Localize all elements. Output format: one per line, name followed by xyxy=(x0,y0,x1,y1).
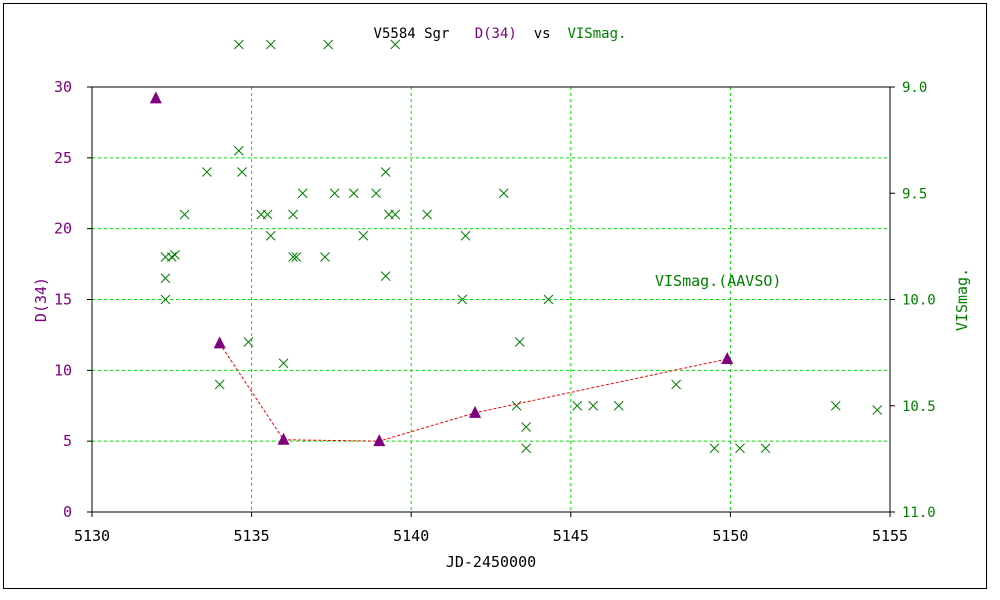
vis-point xyxy=(288,252,298,262)
d34-point xyxy=(721,352,734,364)
vis-point xyxy=(671,379,681,390)
y-left-tick-label: 5 xyxy=(63,432,72,450)
vis-point xyxy=(498,188,509,199)
vis-point xyxy=(572,400,583,411)
vis-point xyxy=(202,167,212,177)
vis-point xyxy=(521,443,531,454)
x-tick-label: 5130 xyxy=(74,527,110,545)
vis-point xyxy=(278,358,289,369)
vis-point xyxy=(521,422,531,432)
title-series-vis: VISmag. xyxy=(567,26,627,42)
x-axis-label: JD-2450000 xyxy=(446,553,536,571)
vis-point xyxy=(760,443,771,454)
vis-point xyxy=(371,188,381,199)
vis-point xyxy=(329,188,340,199)
vis-point xyxy=(511,400,522,411)
y-left-tick-label: 0 xyxy=(63,503,72,521)
title-series-d: D(34) xyxy=(474,26,517,42)
vis-point xyxy=(380,167,391,177)
vis-point xyxy=(262,209,273,220)
vis-point xyxy=(613,400,624,411)
chart-frame xyxy=(3,3,987,589)
vis-point xyxy=(830,400,841,411)
y-right-tick-label: 10.0 xyxy=(902,293,936,309)
vis-point xyxy=(233,39,244,50)
chart-title: V5584 Sgr D(34) vs VISmag. xyxy=(0,26,1000,42)
vis-point xyxy=(160,294,171,305)
vis-point xyxy=(422,209,433,220)
vis-point xyxy=(457,294,468,305)
vis-point xyxy=(872,405,883,415)
y-left-tick-label: 25 xyxy=(54,149,72,167)
x-tick-label: 5145 xyxy=(553,527,589,545)
d34-point xyxy=(213,336,226,349)
vis-point xyxy=(291,252,302,262)
vis-point xyxy=(288,209,298,220)
vis-source-annotation: VISmag.(AAVSO) xyxy=(655,272,781,290)
vis-point xyxy=(233,145,244,156)
vis-point xyxy=(320,252,330,262)
vis-point xyxy=(214,379,225,390)
vis-point xyxy=(166,252,177,262)
y-right-tick-label: 10.5 xyxy=(902,399,936,415)
y-left-axis-label: D(34) xyxy=(32,277,50,322)
y-left-tick-label: 15 xyxy=(54,291,72,309)
vis-point xyxy=(390,209,401,220)
vis-point xyxy=(390,39,401,50)
x-tick-label: 5140 xyxy=(393,527,429,545)
y-right-axis-label: VISmag. xyxy=(953,268,971,331)
d34-point xyxy=(469,405,482,418)
y-right-tick-label: 11.0 xyxy=(902,505,936,521)
vis-point xyxy=(709,443,720,454)
x-tick-label: 5135 xyxy=(234,527,270,545)
vis-point xyxy=(265,39,276,50)
vis-point xyxy=(297,188,308,199)
vis-point xyxy=(358,230,369,241)
vis-point xyxy=(348,188,359,199)
vis-point xyxy=(237,167,247,177)
y-left-tick-label: 20 xyxy=(54,220,72,238)
d34-point xyxy=(373,434,386,447)
x-tick-label: 5155 xyxy=(872,527,908,545)
vis-point xyxy=(160,273,171,284)
vis-point xyxy=(265,230,276,241)
title-vs: vs xyxy=(533,26,551,42)
vis-point xyxy=(380,271,391,281)
vis-point xyxy=(735,443,745,454)
y-left-tick-label: 30 xyxy=(54,78,72,96)
vis-point xyxy=(460,230,471,241)
y-left-tick-label: 10 xyxy=(54,361,72,379)
vis-point xyxy=(323,39,334,50)
vis-point xyxy=(170,250,180,260)
d34-line xyxy=(219,343,728,442)
vis-point xyxy=(588,400,598,411)
title-star: V5584 Sgr xyxy=(373,26,450,42)
vis-point xyxy=(514,337,525,347)
vis-point xyxy=(243,337,254,347)
y-right-tick-label: 9.5 xyxy=(902,186,927,202)
x-tick-label: 5150 xyxy=(712,527,748,545)
vis-point xyxy=(543,294,554,305)
d34-point xyxy=(149,91,162,104)
vis-point xyxy=(179,209,190,220)
d34-point xyxy=(277,432,290,445)
y-right-tick-label: 9.0 xyxy=(902,80,927,96)
